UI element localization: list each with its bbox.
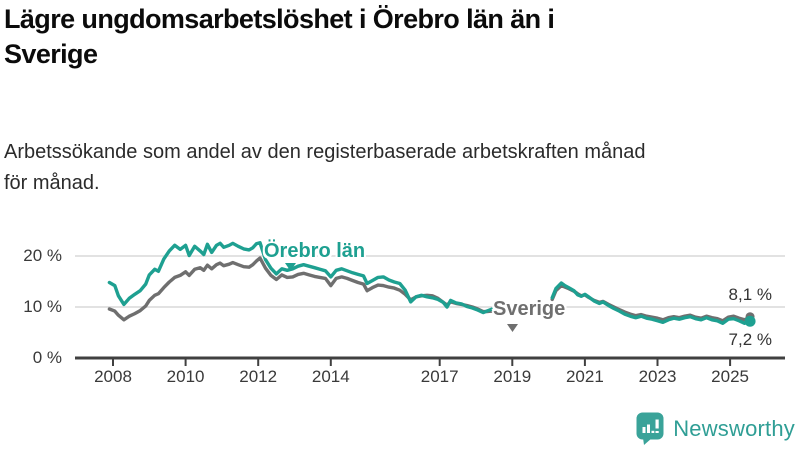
end-value-label-orebro: 7,2 % — [728, 330, 772, 349]
series-line-orebro-lan — [550, 281, 752, 325]
y-axis-label-20: 20 % — [23, 246, 62, 265]
series-label-sverige: Sverige — [493, 298, 566, 320]
series-line-sverige — [107, 256, 494, 322]
x-axis-label-2023: 2023 — [638, 367, 677, 386]
chart-subtitle: Arbetssökande som andel av den registerb… — [4, 141, 646, 194]
newsworthy-logo-icon — [636, 412, 664, 445]
x-axis-label-2014: 2014 — [311, 367, 350, 386]
sverige-label-caret — [507, 324, 518, 332]
x-axis-label-2019: 2019 — [493, 367, 532, 386]
x-axis-label-2017: 2017 — [420, 367, 459, 386]
x-axis-label-2012: 2012 — [239, 367, 278, 386]
end-value-label-sverige: 8,1 % — [728, 285, 772, 304]
y-axis-label-10: 10 % — [23, 297, 62, 316]
x-axis-label-2008: 2008 — [94, 367, 132, 386]
orebro-label-caret — [285, 263, 296, 271]
newsworthy-logo: Newsworthy — [636, 412, 795, 445]
newsworthy-brand-name: Newsworthy — [673, 415, 795, 441]
series-end-dot-orebro-lan — [744, 315, 756, 327]
chart-title: Lägre ungdomsarbetslöshet i Örebro län ä… — [4, 4, 555, 69]
x-axis-label-2025: 2025 — [711, 367, 749, 386]
x-axis-label-2010: 2010 — [166, 367, 205, 386]
y-axis-label-0: 0 % — [32, 348, 62, 367]
series-label-orebro-lan: Örebro län — [264, 240, 366, 262]
series-line-orebro-lan — [107, 240, 494, 315]
x-axis-label-2021: 2021 — [565, 367, 604, 386]
